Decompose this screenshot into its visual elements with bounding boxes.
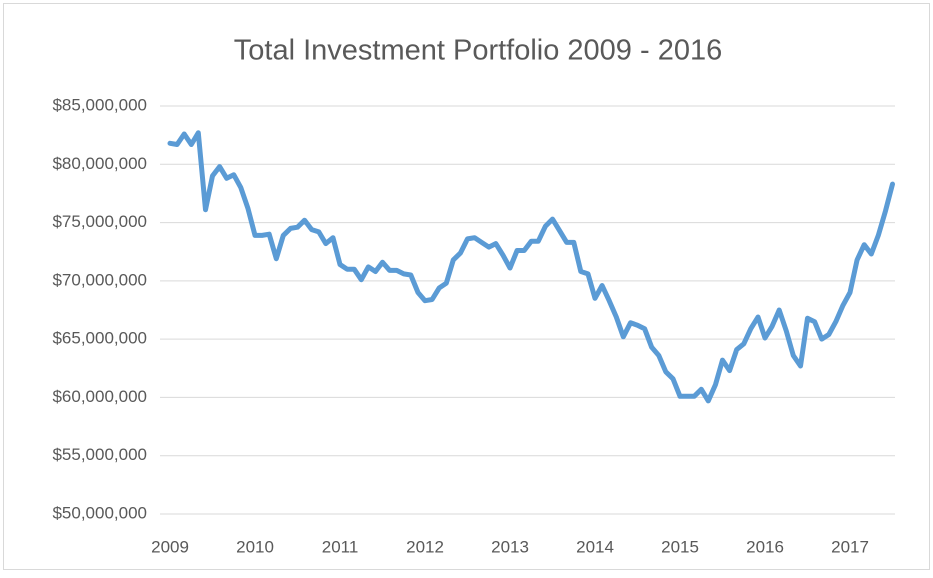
y-tick-label: $60,000,000 xyxy=(52,387,147,406)
x-tick-label: 2014 xyxy=(576,537,614,556)
y-tick-label: $65,000,000 xyxy=(52,329,147,348)
y-tick-label: $55,000,000 xyxy=(52,445,147,464)
y-tick-label: $75,000,000 xyxy=(52,212,147,231)
x-tick-label: 2009 xyxy=(151,537,189,556)
y-tick-label: $50,000,000 xyxy=(52,503,147,522)
y-tick-label: $70,000,000 xyxy=(52,270,147,289)
y-tick-label: $80,000,000 xyxy=(52,154,147,173)
x-tick-label: 2016 xyxy=(746,537,784,556)
x-tick-label: 2010 xyxy=(236,537,274,556)
x-tick-label: 2017 xyxy=(831,537,869,556)
chart-frame xyxy=(3,3,930,570)
chart-title: Total Investment Portfolio 2009 - 2016 xyxy=(234,35,722,67)
x-tick-label: 2011 xyxy=(322,537,359,556)
x-tick-label: 2012 xyxy=(406,537,444,556)
x-tick-label: 2015 xyxy=(661,537,699,556)
y-tick-label: $85,000,000 xyxy=(52,95,147,114)
line-series xyxy=(167,130,895,404)
x-tick-label: 2013 xyxy=(491,537,529,556)
